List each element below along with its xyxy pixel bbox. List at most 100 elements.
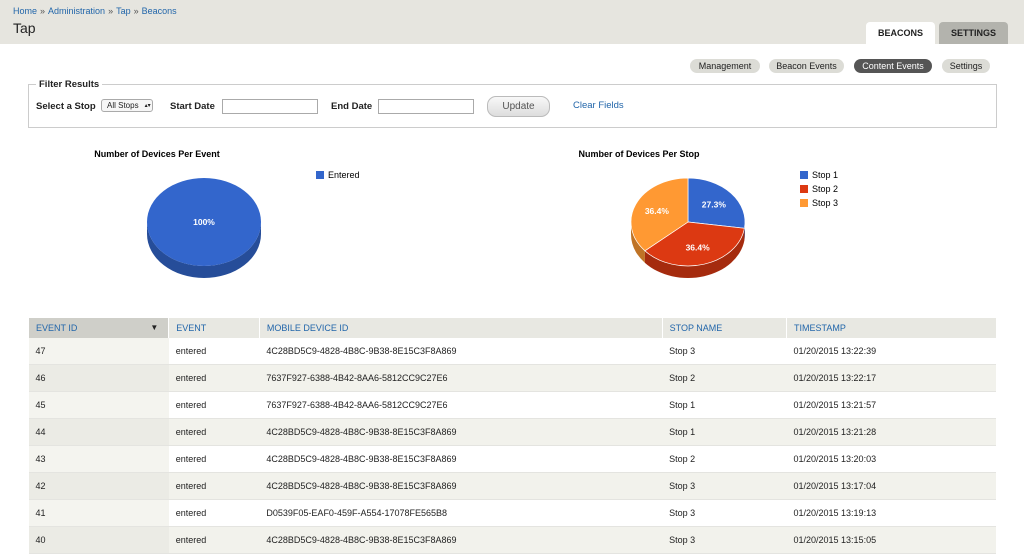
table-cell: 40 <box>28 526 169 554</box>
table-cell: 01/20/2015 13:21:28 <box>786 418 996 446</box>
events-table: EVENT ID ▼ EVENT MOBILE DEVICE ID STOP NAME T… <box>27 318 996 554</box>
table-cell: D0539F05-EAF0-459F-A554-17078FE565B8 <box>259 499 663 527</box>
start-label: Start Date <box>170 101 215 112</box>
table-cell: 01/20/2015 13:20:03 <box>786 445 996 473</box>
pie-slice <box>147 178 261 266</box>
table-cell: entered <box>168 391 260 419</box>
table-row: 42 entered 4C28BD5C9-4828-4B8C-9B38-8E15C3… <box>28 472 996 500</box>
table-cell: 01/20/2015 13:17:04 <box>786 472 996 500</box>
table-cell: entered <box>168 526 260 554</box>
table-cell: 4C28BD5C9-4828-4B8C-9B38-8E15C3F8A869 <box>259 338 663 365</box>
clear-link[interactable]: Clear Fields <box>573 100 624 111</box>
start-date-input[interactable] <box>222 99 318 114</box>
table-row: 45 entered 7637F927-6388-4B42-8AA6-5812CC9… <box>28 391 996 419</box>
column-header[interactable]: EVENT <box>168 318 260 338</box>
table-row: 47 entered 4C28BD5C9-4828-4B8C-9B38-8E15C3… <box>28 338 996 365</box>
table-cell: entered <box>168 472 260 500</box>
table-row: 41 entered D0539F05-EAF0-459F-A554-17078FE… <box>28 499 996 527</box>
pie-slice-side <box>147 222 261 278</box>
table-cell: 4C28BD5C9-4828-4B8C-9B38-8E15C3F8A869 <box>259 472 663 500</box>
table-cell: 4C28BD5C9-4828-4B8C-9B38-8E15C3F8A869 <box>259 445 663 473</box>
breadcrumb: Home» Administration» Tap» Beacons <box>13 6 177 16</box>
breadcrumb-link[interactable]: Beacons <box>141 6 177 16</box>
table-cell: entered <box>168 364 260 392</box>
pie-slice-side <box>631 222 645 263</box>
table-body: 47 entered 4C28BD5C9-4828-4B8C-9B38-8E15C3… <box>28 338 996 554</box>
table-cell: 01/20/2015 13:19:13 <box>786 499 996 527</box>
legend-label: Stop 2 <box>812 184 838 194</box>
table-cell: 43 <box>28 445 169 473</box>
column-header[interactable]: EVENT ID ▼ <box>27 318 169 338</box>
breadcrumb-separator: » <box>40 6 46 16</box>
table-cell: 46 <box>28 364 169 392</box>
tab[interactable]: SETTINGS <box>939 22 1008 44</box>
legend-swatch <box>800 185 808 193</box>
filter-box <box>28 84 997 128</box>
header <box>0 0 1024 44</box>
breadcrumb-separator: » <box>108 6 114 16</box>
slice-label: 36.4% <box>686 242 711 252</box>
subnav-button[interactable]: Beacon Events <box>769 59 844 73</box>
table-cell: 44 <box>28 418 169 446</box>
table-cell: 7637F927-6388-4B42-8AA6-5812CC9C27E6 <box>259 364 663 392</box>
breadcrumb-link[interactable]: Tap <box>116 6 131 16</box>
table-cell: 41 <box>28 499 169 527</box>
table-cell: 01/20/2015 13:21:57 <box>786 391 996 419</box>
end-date-input[interactable] <box>378 99 474 114</box>
chart-title: Number of Devices Per Stop <box>578 149 700 159</box>
table-cell: 01/20/2015 13:15:05 <box>786 526 996 554</box>
breadcrumb-link[interactable]: Administration <box>48 6 106 16</box>
filter-legend: Filter Results <box>36 79 103 90</box>
legend-swatch <box>800 171 808 179</box>
pie-slice <box>644 221 745 267</box>
legend-label: Stop 3 <box>812 198 838 208</box>
table-row: 46 entered 7637F927-6388-4B42-8AA6-5812CC9… <box>28 364 996 392</box>
sort-arrow: ▼ <box>150 323 159 332</box>
table-cell: 7637F927-6388-4B42-8AA6-5812CC9C27E6 <box>259 391 663 419</box>
table-cell: Stop 2 <box>662 445 787 473</box>
charts: Number of Devices Per Event 100% Entered Nu… <box>94 149 838 278</box>
table-cell: entered <box>168 418 260 446</box>
update-button[interactable]: Update <box>487 96 550 117</box>
column-header[interactable]: MOBILE DEVICE ID <box>258 318 663 338</box>
table-cell: entered <box>168 338 260 365</box>
select-value: All Stops <box>107 101 139 110</box>
subnav-button[interactable]: Settings <box>942 59 990 73</box>
pie-slice <box>630 177 689 252</box>
slice-label: 27.3% <box>702 200 727 210</box>
table-cell: Stop 3 <box>662 499 787 527</box>
legend-swatch <box>800 199 808 207</box>
chart-title: Number of Devices Per Event <box>94 149 220 159</box>
table-cell: Stop 2 <box>662 364 787 392</box>
table-cell: 01/20/2015 13:22:17 <box>786 364 996 392</box>
table-cell: Stop 3 <box>662 526 787 554</box>
subnav-button[interactable]: Content Events <box>854 59 932 73</box>
stop-label: Select a Stop <box>36 101 96 112</box>
table-cell: Stop 1 <box>662 418 787 446</box>
table-cell: 4C28BD5C9-4828-4B8C-9B38-8E15C3F8A869 <box>259 418 663 446</box>
table-cell: entered <box>168 499 260 527</box>
tab[interactable]: BEACONS <box>866 22 935 44</box>
table-cell: Stop 3 <box>662 338 787 365</box>
pie-slice-side <box>644 228 745 278</box>
table-cell: 4C28BD5C9-4828-4B8C-9B38-8E15C3F8A869 <box>259 526 663 554</box>
breadcrumb-link[interactable]: Home <box>13 6 38 16</box>
legend-label: Entered <box>328 170 360 180</box>
stop-select[interactable]: All Stops ▴▾ <box>101 99 153 112</box>
table-cell: entered <box>168 445 260 473</box>
table-cell: Stop 3 <box>662 472 787 500</box>
table-row: 44 entered 4C28BD5C9-4828-4B8C-9B38-8E15C3… <box>28 418 996 446</box>
table-cell: 01/20/2015 13:22:39 <box>786 338 996 365</box>
slice-label: 100% <box>193 217 215 227</box>
page-title: Tap <box>13 20 36 36</box>
subnav-button[interactable]: Management <box>690 59 760 73</box>
table-cell: 47 <box>28 338 169 365</box>
table-cell: Stop 1 <box>662 391 787 419</box>
slice-label: 36.4% <box>645 206 670 216</box>
column-header[interactable]: STOP NAME <box>661 318 787 338</box>
select-arrow: ▴▾ <box>144 103 151 109</box>
column-header[interactable]: TIMESTAMP <box>786 318 996 338</box>
breadcrumb-separator: » <box>133 6 139 16</box>
legend-label: Stop 1 <box>812 170 838 180</box>
